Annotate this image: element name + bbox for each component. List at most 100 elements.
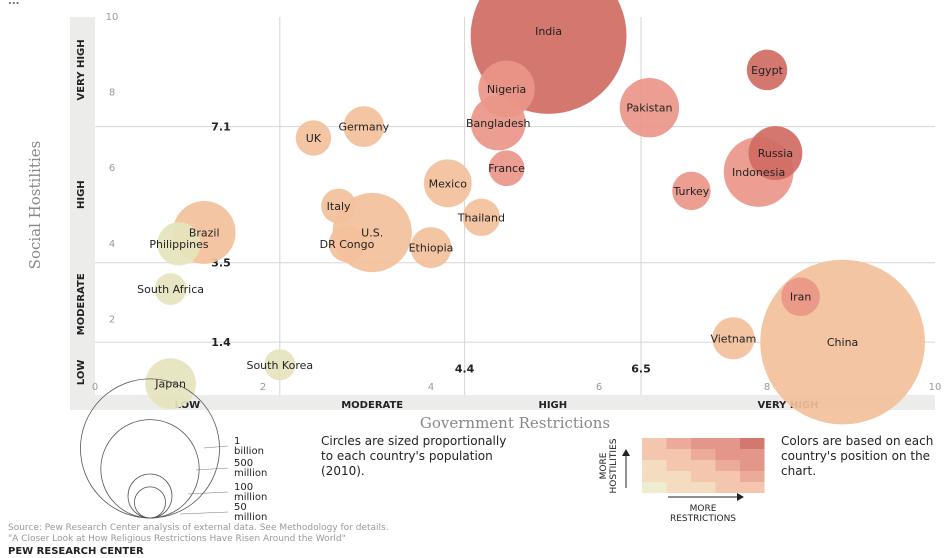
color-grid-cell xyxy=(715,460,740,471)
color-grid-cell xyxy=(666,449,691,460)
country-bubble xyxy=(488,150,525,187)
color-grid-cell xyxy=(691,471,716,482)
color-grid-cell xyxy=(740,449,765,460)
color-grid-cell xyxy=(642,449,667,460)
size-legend-text: Circles are sized proportionally to each… xyxy=(321,434,507,478)
country-bubble xyxy=(154,273,187,306)
color-grid-cell xyxy=(691,460,716,471)
y-tick-label: 6 xyxy=(109,163,115,174)
country-label: Turkey xyxy=(672,185,709,198)
country-bubble xyxy=(264,349,296,381)
size-legend-leader xyxy=(179,511,229,515)
country-bubble xyxy=(410,227,452,269)
country-label: Bangladesh xyxy=(466,117,531,130)
color-grid-cell xyxy=(715,471,740,482)
brand-label: PEW RESEARCH CENTER xyxy=(8,546,144,557)
country-label: Ethiopia xyxy=(409,242,454,255)
country-label: DR Congo xyxy=(320,238,375,251)
size-legend-circle xyxy=(134,486,166,519)
country-bubble xyxy=(462,198,501,237)
size-legend-label: 500 million xyxy=(234,458,267,479)
country-bubble xyxy=(781,277,820,317)
country-label: Japan xyxy=(154,378,186,391)
size-legend-label: 50 million xyxy=(234,502,267,523)
y-band-label: HIGH xyxy=(76,180,87,209)
x-axis-title: Government Restrictions xyxy=(420,414,610,432)
country-bubble xyxy=(321,188,357,224)
country-label: U.S. xyxy=(361,226,383,239)
country-bubble xyxy=(328,225,366,263)
x-band-label: VERY HIGH xyxy=(757,400,818,411)
color-grid-cell xyxy=(740,460,765,471)
country-label: China xyxy=(827,336,858,349)
x-tick-label: 2 xyxy=(260,382,266,393)
country-label: Indonesia xyxy=(732,166,785,179)
color-grid-cell xyxy=(642,482,667,493)
color-grid-cell xyxy=(715,438,740,449)
size-legend-leader xyxy=(187,491,229,495)
y-threshold-value: 1.4 xyxy=(211,336,231,349)
x-threshold-value: 4.4 xyxy=(455,362,475,375)
color-grid-cell xyxy=(740,482,765,493)
grid-y-label: MOREHOSTILITIES xyxy=(599,438,619,493)
x-tick-label: 6 xyxy=(596,382,602,393)
country-label: Brazil xyxy=(189,226,220,239)
grid-x-label: MORE RESTRICTIONS xyxy=(670,504,736,524)
color-legend-text: Colors are based on each country's posit… xyxy=(781,434,934,478)
size-legend-label: 100 million xyxy=(234,482,267,503)
x-tick-label: 0 xyxy=(92,382,98,393)
color-grid-cell xyxy=(666,482,691,493)
color-grid-cell xyxy=(642,471,667,482)
label-layer: India China Egypt Nigeria Pakistan Bangladesh… xyxy=(137,25,858,391)
color-grid-cell xyxy=(715,449,740,460)
color-grid-legend: MOREHOSTILITIES MORE RESTRICTIONS xyxy=(599,438,765,524)
color-grid-cell xyxy=(666,460,691,471)
y-threshold-value: 7.1 xyxy=(211,121,231,134)
x-band-label: LOW xyxy=(175,400,201,411)
color-grid-cell xyxy=(740,438,765,449)
country-bubble xyxy=(712,317,755,360)
country-label: South Korea xyxy=(246,359,313,372)
color-grid-cell xyxy=(642,438,667,449)
y-band-label: LOW xyxy=(76,360,87,386)
source-line-2: "A Closer Look at How Religious Restrict… xyxy=(8,534,346,544)
country-label: France xyxy=(488,162,525,175)
country-label: Mexico xyxy=(429,177,468,190)
source-line-1: Source: Pew Research Center analysis of … xyxy=(8,523,389,533)
country-label: Vietnam xyxy=(710,332,756,345)
country-bubble xyxy=(470,95,526,151)
color-grid-cell xyxy=(740,471,765,482)
y-tick-label: 10 xyxy=(106,12,119,23)
color-grid-cell xyxy=(691,449,716,460)
y-tick-label: 4 xyxy=(109,239,115,250)
color-grid-cell xyxy=(715,482,740,493)
country-bubble xyxy=(672,171,711,211)
x-tick-label: 8 xyxy=(764,382,770,393)
color-grid-cell xyxy=(691,482,716,493)
x-tick-label: 4 xyxy=(428,382,434,393)
y-band-label: VERY HIGH xyxy=(76,39,87,100)
country-label: South Africa xyxy=(137,283,204,296)
chart-header-fragment: ... xyxy=(8,0,20,7)
x-band-label: MODERATE xyxy=(341,400,403,411)
country-label: Germany xyxy=(339,121,390,134)
country-label: Philippines xyxy=(149,238,209,251)
color-grid-cell xyxy=(666,438,691,449)
country-bubble xyxy=(145,358,196,410)
country-label: Russia xyxy=(758,147,793,160)
size-legend-leader xyxy=(195,467,229,471)
country-bubble xyxy=(295,120,332,156)
country-bubble xyxy=(423,159,472,208)
country-bubble xyxy=(619,78,680,138)
country-label: UK xyxy=(306,132,322,145)
size-legend-circle xyxy=(100,419,200,519)
y-tick-label: 8 xyxy=(109,88,115,99)
color-grid-cell xyxy=(666,471,691,482)
country-label: Egypt xyxy=(751,64,783,77)
size-legend-leader xyxy=(203,445,229,449)
x-band-label: HIGH xyxy=(538,400,567,411)
grid-y-arrowhead xyxy=(622,449,630,456)
color-grid-cell xyxy=(691,438,716,449)
country-bubble xyxy=(343,106,385,147)
